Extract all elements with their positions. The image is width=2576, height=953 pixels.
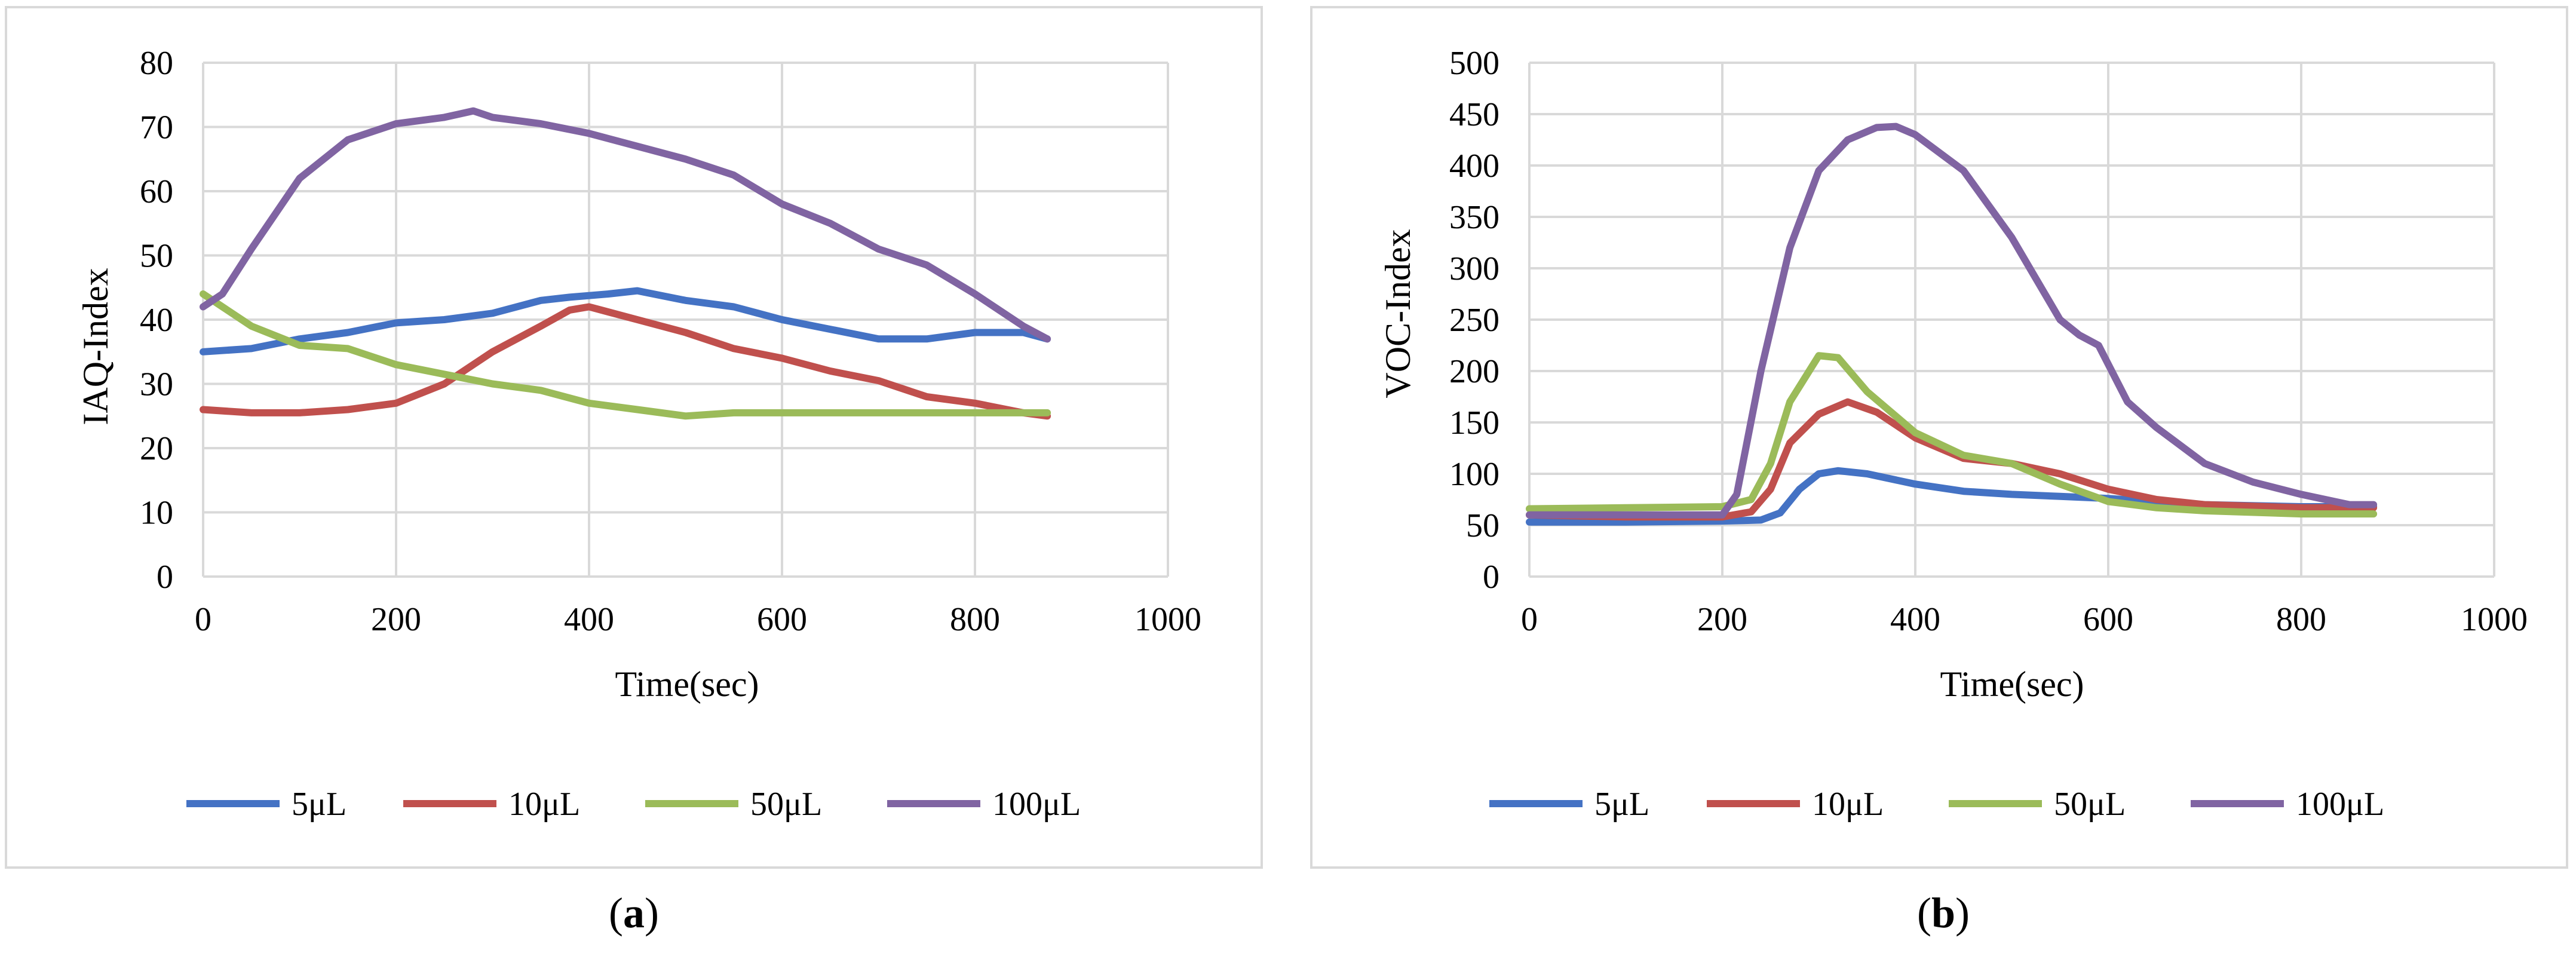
chart-b-x-tick-600: 600 bbox=[2083, 601, 2133, 638]
chart-b-ticks: 0 200 400 600 800 1000 0 50 100 150 200 250 300 350 40… bbox=[1449, 45, 2528, 638]
chart-b-x-axis-label: Time(sec) bbox=[1940, 664, 2084, 704]
chart-b-y-tick-350: 350 bbox=[1449, 199, 1499, 236]
chart-b-series-line-0 bbox=[1526, 467, 2378, 526]
chart-b-x-tick-400: 400 bbox=[1890, 601, 1940, 638]
chart-a-legend: 5μL 10μL 50μL 100μL bbox=[186, 786, 1081, 823]
chart-a-series-line-1 bbox=[200, 303, 1051, 420]
legend-a-label-10ul: 10μL bbox=[508, 786, 580, 823]
caption-a-letter: a bbox=[623, 889, 645, 937]
chart-a-frame bbox=[5, 6, 1263, 869]
chart-a-x-axis-label: Time(sec) bbox=[615, 664, 759, 704]
chart-a-y-tick-0: 0 bbox=[157, 559, 173, 596]
chart-a-y-tick-40: 40 bbox=[140, 302, 173, 339]
legend-b-label-100ul: 100μL bbox=[2296, 786, 2384, 823]
legend-a-label-50ul: 50μL bbox=[750, 786, 822, 823]
chart-a-series-line-2 bbox=[200, 290, 1051, 420]
chart-a-y-tick-20: 20 bbox=[140, 430, 173, 467]
chart-b-y-tick-150: 150 bbox=[1449, 405, 1499, 442]
chart-b-y-tick-500: 500 bbox=[1449, 45, 1499, 82]
chart-b-y-tick-450: 450 bbox=[1449, 96, 1499, 133]
chart-a-y-tick-50: 50 bbox=[140, 238, 173, 275]
chart-b-y-tick-400: 400 bbox=[1449, 148, 1499, 185]
chart-a-x-tick-0: 0 bbox=[195, 601, 211, 638]
chart-a-y-tick-10: 10 bbox=[140, 495, 173, 532]
chart-panel-b: 0 200 400 600 800 1000 0 50 100 150 200 250 300 350 40… bbox=[1310, 6, 2568, 937]
chart-a-gridlines bbox=[202, 62, 1169, 578]
legend-a-label-5ul: 5μL bbox=[292, 786, 346, 823]
chart-a-series-line-3 bbox=[200, 107, 1051, 343]
chart-b-series-line-3 bbox=[1526, 122, 2378, 519]
chart-a-series bbox=[200, 107, 1051, 420]
chart-b-series bbox=[1526, 122, 2378, 526]
chart-a-x-tick-800: 800 bbox=[950, 601, 1000, 638]
legend-b-label-10ul: 10μL bbox=[1812, 786, 1884, 823]
legend-b-label-5ul: 5μL bbox=[1594, 786, 1649, 823]
legend-b-label-50ul: 50μL bbox=[2054, 786, 2126, 823]
chart-b-y-tick-300: 300 bbox=[1449, 250, 1499, 287]
chart-b-y-tick-0: 0 bbox=[1483, 559, 1499, 596]
chart-b-series-line-1 bbox=[1526, 398, 2378, 521]
chart-b-frame bbox=[1310, 6, 2568, 869]
chart-a-y-tick-60: 60 bbox=[140, 173, 173, 210]
chart-a-ticks: 0 200 400 600 800 1000 0 10 20 30 40 50 60 70 80 bbox=[140, 45, 1201, 638]
chart-b-x-tick-800: 800 bbox=[2276, 601, 2326, 638]
chart-a-y-tick-80: 80 bbox=[140, 45, 173, 82]
chart-b-gridlines bbox=[1528, 62, 2495, 578]
chart-b-x-tick-1000: 1000 bbox=[2461, 601, 2528, 638]
chart-b-y-axis-label: VOC-Index bbox=[1378, 229, 1418, 398]
chart-a-x-tick-1000: 1000 bbox=[1134, 601, 1201, 638]
chart-b-x-tick-0: 0 bbox=[1521, 601, 1538, 638]
caption-b-letter: b bbox=[1931, 889, 1955, 937]
chart-a-y-tick-30: 30 bbox=[140, 366, 173, 403]
chart-a-x-tick-400: 400 bbox=[564, 601, 614, 638]
caption-b: (b) bbox=[1917, 889, 1970, 937]
chart-a-series-line-0 bbox=[200, 287, 1051, 356]
chart-b-legend: 5μL 10μL 50μL 100μL bbox=[1489, 786, 2384, 823]
chart-a-y-axis-label: IAQ-Index bbox=[76, 268, 115, 425]
chart-a-x-tick-200: 200 bbox=[371, 601, 421, 638]
chart-a-y-tick-70: 70 bbox=[140, 109, 173, 146]
chart-b-y-tick-50: 50 bbox=[1466, 507, 1499, 544]
chart-b-x-tick-200: 200 bbox=[1697, 601, 1747, 638]
caption-a: (a) bbox=[609, 889, 659, 937]
chart-b-y-tick-250: 250 bbox=[1449, 302, 1499, 339]
chart-b-y-tick-100: 100 bbox=[1449, 456, 1499, 493]
chart-a-x-tick-600: 600 bbox=[757, 601, 807, 638]
chart-b-series-line-2 bbox=[1526, 352, 2378, 518]
legend-a-label-100ul: 100μL bbox=[992, 786, 1081, 823]
chart-panel-a: 0 200 400 600 800 1000 0 10 20 30 40 50 60 70 80 Time(… bbox=[5, 6, 1263, 937]
chart-b-y-tick-200: 200 bbox=[1449, 353, 1499, 390]
